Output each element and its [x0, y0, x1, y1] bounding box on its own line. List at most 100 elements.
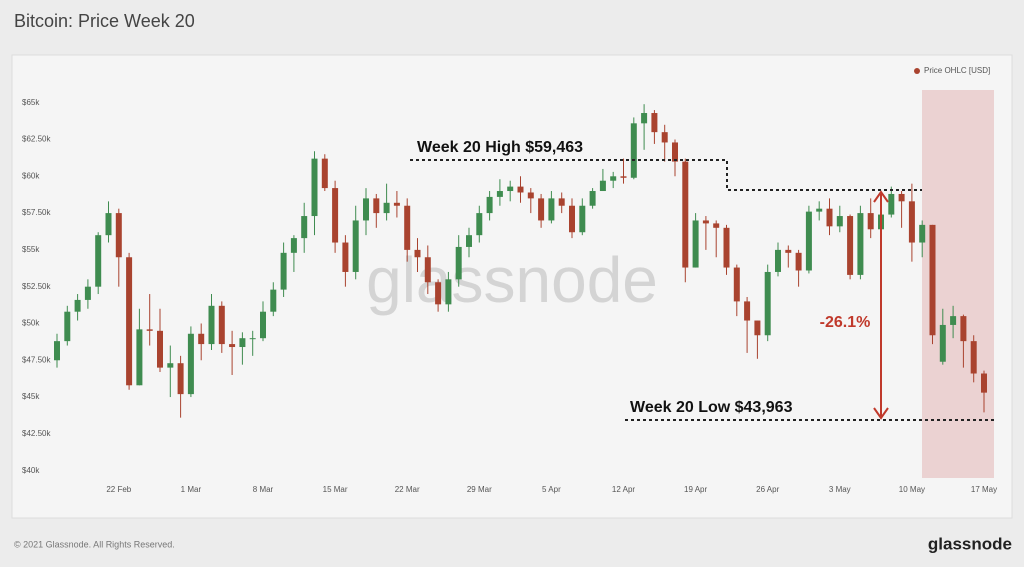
- chart-title: Bitcoin: Price Week 20: [14, 11, 195, 31]
- candle-body: [960, 316, 967, 342]
- candle-body: [733, 267, 740, 302]
- x-tick-label: 3 May: [829, 485, 851, 494]
- candle-body: [682, 161, 689, 268]
- candle-body: [702, 220, 709, 224]
- candle-body: [929, 224, 936, 336]
- arrow-head: [873, 190, 889, 203]
- x-tick-label: 19 Apr: [684, 485, 707, 494]
- candle-body: [754, 320, 761, 336]
- candle-body: [342, 242, 349, 272]
- logo: glassnode: [928, 534, 1012, 553]
- x-tick-label: 8 Mar: [253, 485, 274, 494]
- candle-body: [641, 113, 648, 124]
- candle-body: [332, 188, 339, 243]
- candle-body: [589, 191, 596, 206]
- candle-body: [136, 329, 143, 386]
- candle-body: [486, 196, 493, 214]
- candle-body: [84, 286, 91, 300]
- candle-body: [775, 249, 781, 272]
- candle-body: [64, 311, 71, 342]
- chart-panel: [11, 54, 1013, 519]
- candle-body: [167, 363, 174, 368]
- x-tick-label: 22 Mar: [395, 485, 420, 494]
- x-tick-label: 17 May: [971, 485, 997, 494]
- candle-body: [569, 205, 575, 233]
- y-tick-label: $65k: [22, 98, 40, 107]
- candle-body: [847, 216, 854, 275]
- candle-body: [538, 198, 545, 221]
- y-tick-label: $42.50k: [22, 429, 51, 438]
- y-tick-label: $47.50k: [22, 355, 51, 364]
- candle-body: [229, 344, 236, 348]
- y-tick-label: $45k: [22, 392, 40, 401]
- candle-body: [651, 113, 658, 133]
- candle-body: [414, 249, 421, 258]
- candle-body: [435, 282, 442, 305]
- candle-body: [692, 220, 699, 268]
- x-tick-label: 1 Mar: [181, 485, 202, 494]
- candle-body: [795, 252, 802, 271]
- candle-body: [867, 213, 874, 230]
- candle-body: [146, 329, 153, 331]
- drawdown-label: -26.1%: [820, 314, 871, 331]
- candle-body: [816, 208, 823, 212]
- x-tick-label: 26 Apr: [756, 485, 779, 494]
- candle-body: [290, 238, 297, 253]
- candle-body: [383, 202, 390, 214]
- candle-body: [496, 191, 503, 197]
- candle-body: [198, 333, 205, 345]
- y-tick-label: $62.50k: [22, 135, 51, 144]
- candle-body: [280, 252, 287, 290]
- y-tick-label: $60k: [22, 171, 40, 180]
- candles: [54, 104, 987, 418]
- candle-body: [74, 299, 81, 312]
- candle-body: [239, 338, 246, 348]
- y-tick-label: $55k: [22, 245, 40, 254]
- candle-body: [908, 201, 915, 243]
- candle-body: [105, 213, 112, 236]
- candle-body: [970, 341, 977, 374]
- y-tick-label: $40k: [22, 466, 40, 475]
- candle-body: [661, 132, 668, 143]
- candle-body: [476, 213, 483, 236]
- candle-body: [363, 198, 369, 221]
- candle-body: [260, 311, 266, 339]
- candle-body: [857, 213, 864, 275]
- high-line: [410, 159, 922, 191]
- candle-body: [826, 208, 833, 227]
- candle-body: [54, 341, 60, 361]
- candle-body: [630, 123, 637, 178]
- copyright: © 2021 Glassnode. All Rights Reserved.: [14, 539, 175, 549]
- candle-body: [713, 223, 720, 228]
- candle-body: [126, 257, 133, 386]
- candle-body: [950, 316, 957, 325]
- candle-body: [177, 363, 184, 395]
- candle-body: [981, 373, 987, 393]
- candle-body: [466, 235, 472, 247]
- candle-body: [672, 142, 678, 162]
- candle-body: [218, 305, 225, 345]
- x-tick-label: 15 Mar: [323, 485, 348, 494]
- x-tick-label: 22 Feb: [106, 485, 131, 494]
- high-annotation: Week 20 High $59,463: [417, 139, 583, 156]
- candle-body: [919, 224, 926, 243]
- watermark: glassnode: [366, 244, 658, 316]
- x-tick-label: 29 Mar: [467, 485, 492, 494]
- y-tick-label: $50k: [22, 319, 40, 328]
- candle-body: [579, 205, 586, 233]
- candle-body: [548, 198, 555, 221]
- candle-body: [424, 257, 431, 283]
- y-tick-label: $57.50k: [22, 208, 51, 217]
- candle-body: [527, 192, 534, 199]
- candle-body: [610, 176, 617, 181]
- candle-body: [249, 338, 256, 340]
- candle-body: [321, 158, 328, 189]
- candle-body: [888, 193, 895, 215]
- legend-label: Price OHLC [USD]: [924, 66, 990, 75]
- low-annotation: Week 20 Low $43,963: [630, 399, 793, 416]
- legend-swatch: [914, 68, 920, 74]
- candle-body: [187, 333, 194, 395]
- candle-body: [939, 324, 946, 362]
- candle-body: [301, 216, 308, 239]
